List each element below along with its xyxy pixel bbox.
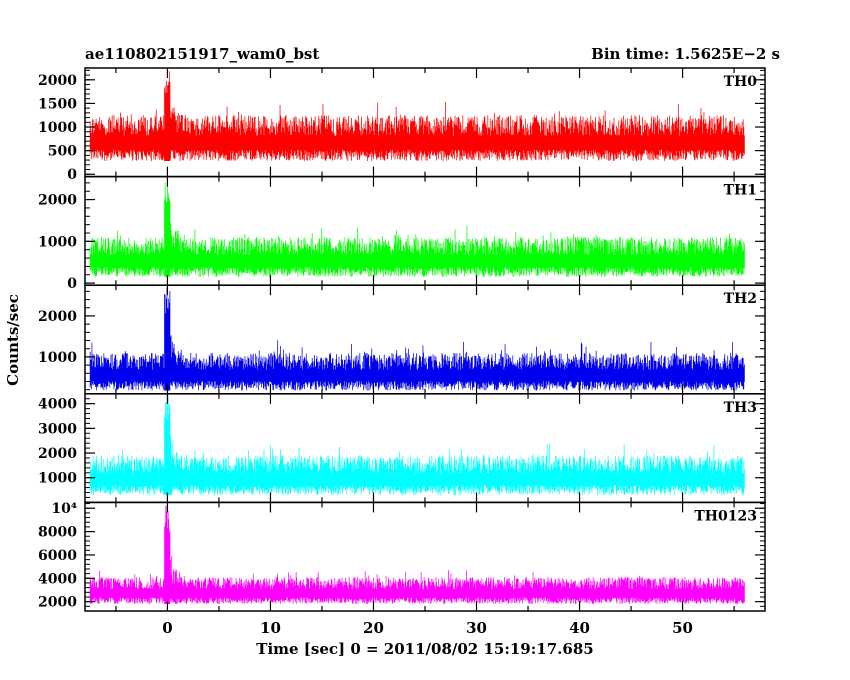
- y-tick-label: 1000: [38, 350, 77, 366]
- bin-time-label: Bin time: 1.5625E−2 s: [591, 45, 780, 63]
- y-tick-label: 2000: [38, 446, 77, 462]
- y-tick-label: 4000: [38, 571, 77, 587]
- y-tick-label: 2000: [38, 73, 77, 89]
- y-tick-label: 2000: [38, 595, 77, 611]
- panel-label: TH1: [724, 183, 757, 199]
- y-tick-label: 2000: [38, 193, 77, 209]
- y-tick-label: 3000: [38, 421, 77, 437]
- series-th1: [89, 182, 745, 277]
- x-tick-label: 50: [672, 619, 693, 637]
- panel-th3: 1000 2000 3000 4000 TH3: [38, 393, 766, 504]
- x-tick-label: 20: [363, 619, 384, 637]
- y-tick-label: 500: [48, 144, 77, 160]
- x-tick-label: 30: [466, 619, 487, 637]
- y-tick-label: 0: [67, 276, 77, 292]
- y-tick-label: 0: [67, 167, 77, 183]
- panel-label: TH2: [724, 291, 757, 307]
- series-th2: [89, 287, 745, 391]
- y-tick-label: 1000: [38, 120, 77, 136]
- x-axis-label: Time [sec] 0 = 2011/08/02 15:19:17.685: [256, 640, 593, 658]
- y-tick-label: 2000: [38, 309, 77, 325]
- x-axis: 0 10 20 30 40 50: [162, 619, 693, 637]
- panel-th0: 0 500 1000 1500 2000 TH0: [38, 67, 766, 183]
- series-th0: [89, 71, 745, 161]
- series-th0123: [89, 505, 745, 604]
- y-axis-label: Counts/sec: [4, 294, 22, 386]
- y-tick-label: 10⁴: [51, 501, 77, 517]
- x-tick-label: 40: [569, 619, 590, 637]
- panel-th0123: 2000 4000 6000 8000 10⁴ TH0123: [38, 501, 766, 612]
- panels-group: 0 500 1000 1500 2000 TH0 0 1000 2000 TH1 1000 2000 T…: [38, 67, 766, 612]
- y-tick-label: 1500: [38, 96, 77, 112]
- panel-label: TH0123: [694, 508, 757, 524]
- y-tick-label: 4000: [38, 397, 77, 413]
- panel-label: TH0: [724, 74, 758, 90]
- y-tick-label: 8000: [38, 525, 77, 541]
- x-tick-label: 10: [260, 619, 281, 637]
- panel-label: TH3: [724, 400, 757, 416]
- chart-title: ae110802151917_wam0_bst: [85, 45, 319, 63]
- y-tick-label: 6000: [38, 548, 77, 564]
- panel-th2: 1000 2000 TH2: [38, 284, 766, 395]
- y-tick-label: 1000: [38, 471, 77, 487]
- x-tick-label: 0: [162, 619, 172, 637]
- panel-th1: 0 1000 2000 TH1: [38, 175, 766, 292]
- series-th3: [89, 395, 745, 495]
- y-tick-label: 1000: [38, 234, 77, 250]
